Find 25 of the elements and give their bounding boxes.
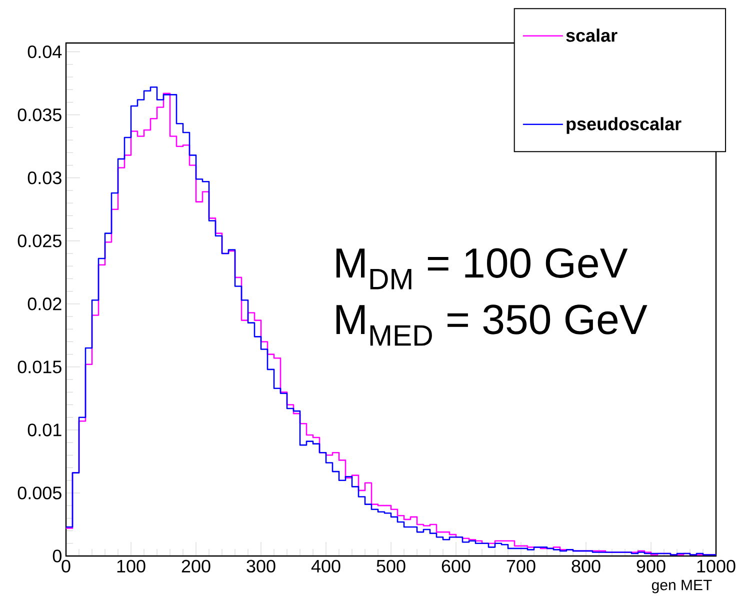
y-tick-label: 0.02 (28, 298, 62, 310)
x-tick-label: 400 (311, 560, 340, 573)
y-tick-label: 0.025 (18, 234, 62, 248)
x-tick-label: 500 (376, 560, 406, 573)
x-tick-label: 0 (62, 560, 70, 573)
annotation: M$_{DM}$ = 100 GeV (336, 248, 628, 290)
x-tick-label: 300 (246, 560, 276, 573)
y-tick-label: 0.005 (18, 486, 62, 500)
legend-label: scalar (566, 28, 618, 42)
x-tick-label: 100 (117, 560, 146, 573)
x-tick-label: 800 (572, 560, 600, 573)
y-tick-label: 0.03 (28, 171, 62, 184)
y-tick-label: 0.035 (18, 108, 62, 122)
x-tick-label: 700 (506, 560, 536, 573)
x-tick-label: 900 (636, 560, 666, 573)
y-tick-label: 0.01 (28, 424, 62, 436)
y-tick-label: 0 (52, 550, 62, 562)
x-tick-label: 600 (442, 560, 470, 573)
x-axis-title: gen MET (652, 580, 712, 594)
annotation: M$_{MED}$ = 350 GeV (336, 304, 648, 346)
y-tick-label: 0.015 (18, 360, 62, 374)
y-tick-label: 0.04 (28, 45, 62, 58)
x-tick-label: 200 (182, 560, 210, 573)
legend-label: pseudoscalar (566, 117, 682, 134)
x-tick-label: 1000 (697, 560, 736, 573)
